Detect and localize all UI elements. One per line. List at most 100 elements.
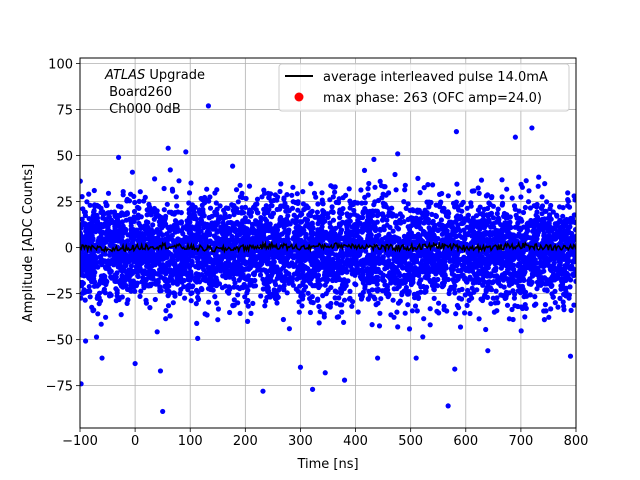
sample-point xyxy=(427,238,433,244)
sample-point xyxy=(201,260,207,266)
sample-point xyxy=(534,286,540,292)
sample-point xyxy=(365,228,371,234)
sample-point xyxy=(404,242,411,248)
sample-point xyxy=(327,197,333,203)
sample-point xyxy=(534,236,540,242)
sample-point xyxy=(375,254,381,260)
sample-point xyxy=(421,316,427,322)
sample-point xyxy=(361,167,368,173)
sample-point xyxy=(464,205,470,211)
sample-point xyxy=(397,211,403,217)
sample-point xyxy=(268,277,274,283)
sample-point xyxy=(202,311,208,317)
sample-point xyxy=(365,217,371,223)
sample-point xyxy=(128,263,134,269)
sample-point xyxy=(239,190,245,196)
sample-point xyxy=(91,187,97,194)
sample-point xyxy=(119,225,125,231)
sample-point xyxy=(170,300,176,306)
sample-point xyxy=(355,260,361,266)
sample-point xyxy=(473,231,479,237)
sample-point xyxy=(332,295,338,301)
sample-point xyxy=(358,296,365,302)
sample-point xyxy=(459,262,465,268)
sample-point xyxy=(97,234,104,240)
sample-point xyxy=(309,255,315,261)
sample-point xyxy=(281,224,287,230)
sample-point xyxy=(402,182,408,188)
sample-point xyxy=(391,237,397,243)
sample-point xyxy=(559,224,565,230)
sample-point xyxy=(254,196,261,202)
sample-point xyxy=(307,210,314,216)
sample-point xyxy=(262,267,269,274)
sample-point xyxy=(412,303,419,309)
sample-point xyxy=(283,204,289,210)
sample-point xyxy=(125,297,131,303)
sample-point xyxy=(274,300,280,306)
sample-point xyxy=(374,274,381,280)
sample-point xyxy=(485,252,491,259)
sample-point xyxy=(349,303,355,309)
sample-point xyxy=(516,231,522,237)
sample-point xyxy=(227,309,233,316)
sample-point xyxy=(504,186,510,192)
sample-point xyxy=(427,277,433,284)
sample-point xyxy=(152,176,158,182)
sample-point xyxy=(391,286,397,292)
sample-point xyxy=(308,181,314,187)
sample-point xyxy=(453,233,459,239)
sample-point xyxy=(344,226,350,232)
sample-point xyxy=(504,249,511,255)
sample-point xyxy=(199,202,205,208)
sample-point xyxy=(204,270,210,276)
sample-point xyxy=(521,294,527,300)
sample-point xyxy=(418,225,424,232)
sample-point xyxy=(332,189,338,195)
sample-point xyxy=(409,216,415,222)
sample-point xyxy=(506,316,512,322)
sample-point xyxy=(572,256,576,262)
sample-point xyxy=(472,261,478,267)
sample-point xyxy=(219,226,225,232)
sample-point xyxy=(293,225,299,231)
sample-point xyxy=(354,264,360,270)
sample-point xyxy=(544,287,550,293)
sample-point xyxy=(201,213,207,219)
sample-point xyxy=(179,279,185,285)
sample-point xyxy=(158,288,164,294)
sample-point xyxy=(313,194,319,200)
sample-point xyxy=(381,225,387,231)
sample-point xyxy=(479,237,485,243)
sample-point xyxy=(431,287,437,293)
sample-point xyxy=(530,228,536,234)
sample-point xyxy=(155,235,161,241)
sample-point xyxy=(274,264,280,270)
sample-point xyxy=(469,188,475,194)
sample-point xyxy=(290,199,296,205)
sample-point xyxy=(82,297,88,303)
sample-point xyxy=(339,302,345,308)
sample-point xyxy=(511,237,517,243)
sample-point xyxy=(566,258,572,264)
sample-point xyxy=(105,190,112,196)
sample-point xyxy=(565,203,571,209)
sample-point xyxy=(169,269,176,275)
sample-point xyxy=(436,221,442,227)
sample-point xyxy=(104,202,110,208)
sample-point xyxy=(261,206,267,212)
sample-point xyxy=(193,301,199,307)
sample-point xyxy=(508,233,514,239)
sample-point xyxy=(277,284,283,290)
sample-point xyxy=(402,187,408,193)
sample-point xyxy=(197,221,203,228)
sample-point xyxy=(167,167,173,173)
sample-point xyxy=(166,288,172,295)
sample-point xyxy=(309,262,315,268)
sample-point xyxy=(315,272,322,278)
sample-point xyxy=(295,207,301,213)
sample-point xyxy=(459,286,465,292)
sample-point xyxy=(155,256,161,263)
sample-point xyxy=(439,190,445,197)
sample-point xyxy=(261,227,267,233)
